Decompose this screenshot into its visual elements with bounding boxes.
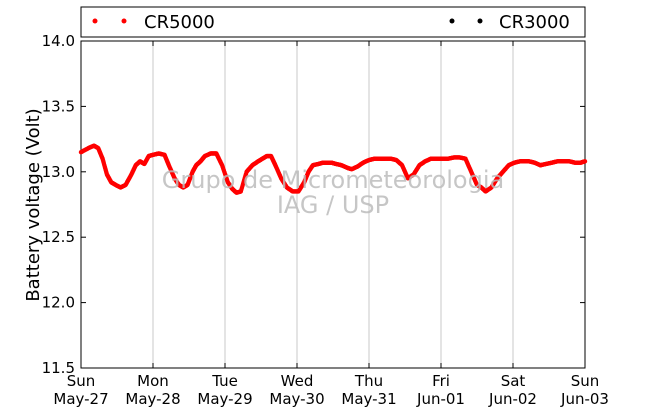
y-tick-label: 11.5: [42, 359, 75, 377]
y-tick-label: 13.5: [42, 97, 75, 115]
legend: CR5000 CR3000: [80, 6, 586, 38]
watermark-line-1: Grupo de Micrometeorologia: [162, 166, 504, 194]
x-tick-label-day: Mon: [137, 372, 169, 390]
legend-marker-cr5000: [92, 18, 98, 24]
legend-label-cr3000: CR3000: [499, 12, 570, 33]
legend-marker-cr3000: [477, 18, 483, 24]
x-tick-label-date: May-31: [341, 390, 396, 408]
data-point: [582, 159, 588, 164]
x-tick-label-date: Jun-02: [488, 390, 537, 408]
y-axis-ticks: 11.5 12.0 12.5 13.0 13.5 14.0: [42, 32, 585, 377]
x-tick-label-day: Thu: [354, 372, 383, 390]
y-tick-label: 13.0: [42, 163, 75, 181]
x-tick-label-day: Sat: [501, 372, 526, 390]
x-tick-label-date: Jun-03: [560, 390, 609, 408]
plot-area: [80, 40, 586, 369]
x-tick-label-date: May-29: [197, 390, 252, 408]
vertical-grid: [152, 41, 514, 368]
x-tick-label-day: Sun: [571, 372, 600, 390]
x-axis-ticks: SunMay-27MonMay-28TueMay-29WedMay-30ThuM…: [53, 41, 609, 408]
cr5000-series: [78, 143, 588, 195]
y-tick-label: 12.5: [42, 228, 75, 246]
legend-label-cr5000: CR5000: [144, 12, 215, 33]
x-tick-label-date: May-27: [53, 390, 108, 408]
y-tick-label: 14.0: [42, 32, 75, 50]
legend-marker-cr3000: [449, 18, 455, 24]
x-tick-label-day: Tue: [211, 372, 238, 390]
x-tick-label-date: Jun-01: [416, 390, 465, 408]
watermark-line-2: IAG / USP: [277, 191, 389, 219]
y-axis-label: Battery voltage (Volt): [23, 108, 44, 301]
legend-marker-cr5000: [121, 18, 127, 24]
legend-box: [80, 6, 586, 38]
x-tick-label-date: May-28: [125, 390, 180, 408]
x-tick-label-day: Fri: [432, 372, 450, 390]
x-tick-label-day: Wed: [281, 372, 314, 390]
x-tick-label-day: Sun: [67, 372, 96, 390]
y-tick-label: 12.0: [42, 294, 75, 312]
x-tick-label-date: May-30: [269, 390, 324, 408]
